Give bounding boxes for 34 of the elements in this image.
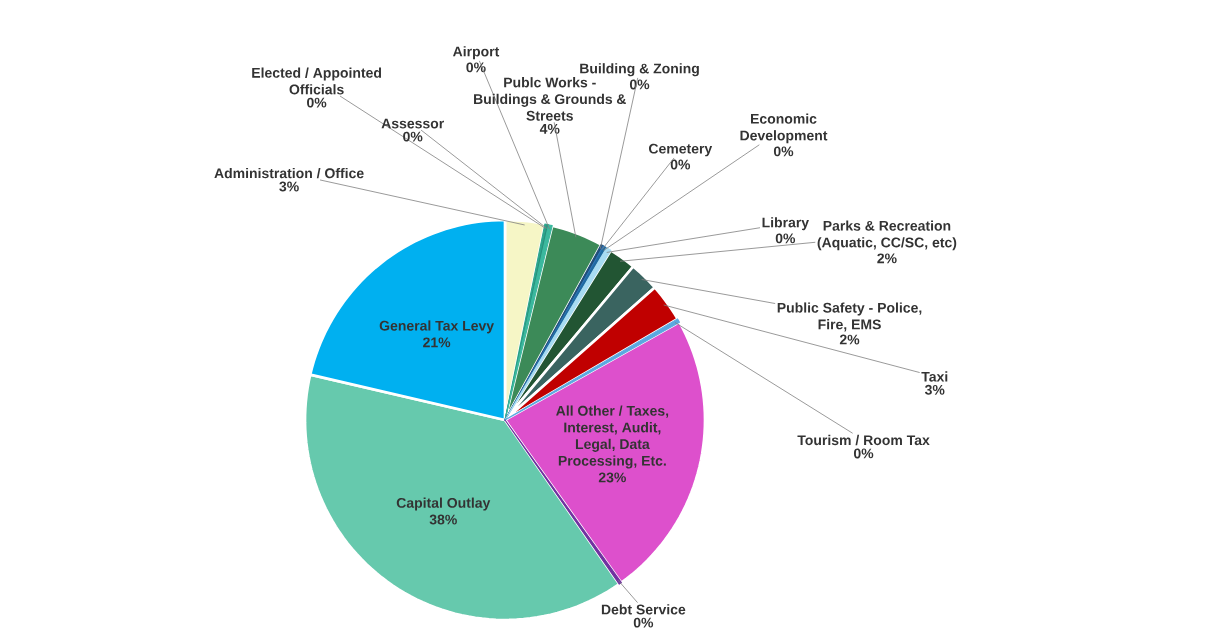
data-label: 0% — [307, 97, 327, 108]
data-label: 0% — [633, 617, 654, 628]
slice-label: Publc Works - Buildings & Grounds & Streets — [474, 77, 626, 121]
data-label: 21% — [423, 337, 451, 348]
slice-label: Debt Service — [601, 604, 686, 615]
data-label: 0% — [629, 79, 650, 90]
slice-label: Capital Outlay — [396, 497, 491, 511]
data-label: 4% — [539, 123, 560, 134]
data-label: 2% — [839, 334, 860, 345]
slice-label: Elected / Appointed Officials — [252, 67, 382, 95]
data-label: 3% — [924, 384, 945, 395]
slice-label: Assessor — [381, 118, 444, 129]
slice-label: Airport — [452, 46, 500, 60]
slice-label: Economic Development — [740, 113, 828, 144]
data-label: 0% — [773, 146, 794, 157]
slice-label: Taxi — [921, 371, 948, 382]
slice-label: Parks & Recreation (Aquatic, CC/SC, etc) — [817, 220, 957, 251]
data-label: 23% — [598, 472, 626, 483]
data-label: 3% — [279, 181, 299, 192]
slice-label: Administration / Office — [214, 167, 364, 179]
data-label: 0% — [670, 159, 691, 170]
slice-label: Library — [762, 217, 809, 231]
data-label: 0% — [775, 233, 796, 244]
data-label: 0% — [466, 62, 486, 73]
data-label: 38% — [429, 514, 457, 525]
slice-label: All Other / Taxes, Interest, Audit, Legal, Data Processing, Etc. — [556, 405, 669, 469]
slice-label: Public Safety - Police, Fire, EMS — [777, 302, 922, 332]
slice-label: General Tax Levy — [379, 320, 494, 334]
data-label: 2% — [877, 253, 897, 264]
slice-label: Cemetery — [648, 143, 713, 157]
data-label: 0% — [403, 131, 423, 142]
slice-label: Tourism / Room Tax — [797, 434, 930, 446]
data-label: 0% — [853, 448, 874, 459]
slice-label: Building & Zoning — [580, 63, 699, 77]
